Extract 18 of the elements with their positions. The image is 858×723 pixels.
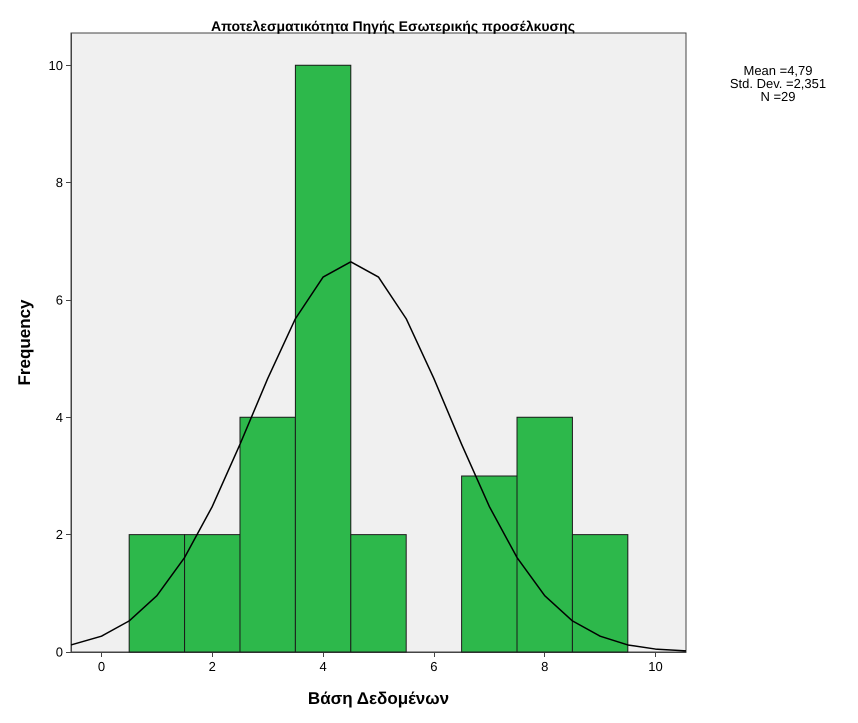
chart-title: Αποτελεσματικότητα Πηγής Εσωτερικής προσέλκυσης: [211, 18, 575, 34]
y-tick-label: 2: [56, 527, 63, 542]
y-axis-title: Frequency: [15, 298, 34, 386]
x-tick-label: 0: [98, 659, 106, 674]
x-tick-label: 10: [648, 659, 663, 674]
y-tick-label: 4: [56, 410, 63, 425]
text: N =29: [760, 89, 796, 104]
x-tick-label: 6: [430, 659, 438, 674]
text: Mean =4,79: [743, 63, 813, 78]
y-tick-label: 0: [56, 644, 63, 660]
x-tick-label: 2: [208, 659, 216, 674]
y-tick-label: 8: [56, 175, 63, 190]
y-tick-label: 10: [48, 58, 63, 73]
x-axis-title: Βάση Δεδομένων: [308, 689, 450, 708]
text: Std. Dev. =2,351: [730, 76, 826, 91]
y-tick-label: 6: [56, 292, 63, 308]
x-tick-label: 8: [541, 659, 548, 674]
x-tick-label: 4: [319, 659, 327, 674]
